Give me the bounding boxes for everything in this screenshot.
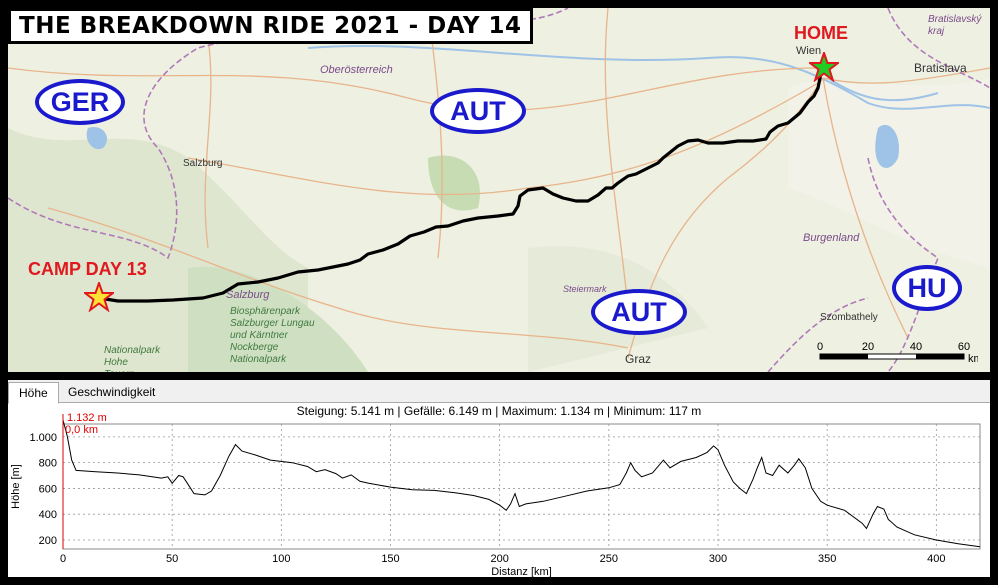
y-tick-label: 200 — [39, 535, 57, 547]
scale-tick: 40 — [910, 341, 922, 353]
park-biosphere: Biosphärenpark Salzburger Lungau und Kär… — [230, 306, 315, 365]
camp-label: CAMP DAY 13 — [28, 259, 147, 279]
x-tick-label: 300 — [709, 553, 727, 565]
scale-unit: km — [968, 353, 978, 365]
x-tick-label: 400 — [927, 553, 945, 565]
y-axis-label: Höhe [m] — [10, 464, 22, 509]
town-wien: Wien — [796, 45, 822, 57]
x-tick-label: 150 — [381, 553, 399, 565]
region-oberoesterreich: Oberösterreich — [320, 64, 393, 76]
map-scale-bar: 0 20 40 60 km — [817, 341, 978, 365]
elevation-line — [62, 419, 981, 548]
x-tick-label: 50 — [166, 553, 178, 565]
town-bratislava: Bratislava — [914, 61, 967, 75]
y-tick-label: 1.000 — [29, 432, 57, 444]
home-label: HOME — [794, 23, 848, 43]
tab-bar: Höhe Geschwindigkeit — [8, 380, 990, 404]
x-tick-label: 250 — [600, 553, 618, 565]
country-label-aut-north: AUT — [430, 88, 526, 134]
map-title: THE BREAKDOWN RIDE 2021 - DAY 14 — [8, 8, 533, 44]
y-tick-label: 400 — [39, 509, 57, 521]
town-szombathely: Szombathely — [820, 312, 878, 323]
star-icon — [809, 52, 839, 82]
route-map[interactable]: THE BREAKDOWN RIDE 2021 - DAY 14 GER AUT… — [8, 8, 990, 372]
elevation-chart[interactable]: 200 400 600 800 1.000 0 50 100 150 200 250 300 350 40… — [8, 380, 990, 577]
town-graz: Graz — [625, 352, 652, 366]
region-steiermark: Steiermark — [563, 284, 607, 294]
tab-geschwindigkeit[interactable]: Geschwindigkeit — [68, 385, 156, 399]
scale-tick: 60 — [958, 341, 970, 353]
x-axis-label: Distanz [km] — [491, 566, 552, 577]
elevation-panel: Höhe Geschwindigkeit Steigung: 5.141 m |… — [8, 380, 990, 577]
park-hohe-tauern: Nationalpark Hohe Tauern — [104, 345, 161, 372]
x-tick-label: 350 — [818, 553, 836, 565]
region-bratislavsky: Bratislavský kraj — [928, 14, 982, 37]
x-tick-label: 200 — [490, 553, 508, 565]
country-label-ger: GER — [35, 79, 125, 125]
town-salzburg: Salzburg — [183, 158, 223, 169]
elevation-stats: Steigung: 5.141 m | Gefälle: 6.149 m | M… — [296, 404, 702, 418]
y-tick-label: 800 — [39, 458, 57, 470]
x-tick-label: 100 — [272, 553, 290, 565]
star-icon — [84, 282, 114, 312]
region-salzburg: Salzburg — [226, 289, 270, 301]
scale-tick: 20 — [862, 341, 874, 353]
scale-tick: 0 — [817, 341, 823, 353]
start-marker-elevation: 1.132 m — [67, 412, 107, 424]
country-label-aut-south: AUT — [591, 289, 687, 335]
route-line — [97, 68, 823, 303]
tab-hoehe[interactable]: Höhe — [8, 382, 59, 404]
y-tick-label: 600 — [39, 483, 57, 495]
x-tick-label: 0 — [60, 553, 66, 565]
country-label-hu: HU — [892, 265, 962, 311]
region-burgenland: Burgenland — [803, 232, 860, 244]
start-marker-distance: 0,0 km — [65, 424, 98, 436]
plot-area — [62, 423, 981, 550]
